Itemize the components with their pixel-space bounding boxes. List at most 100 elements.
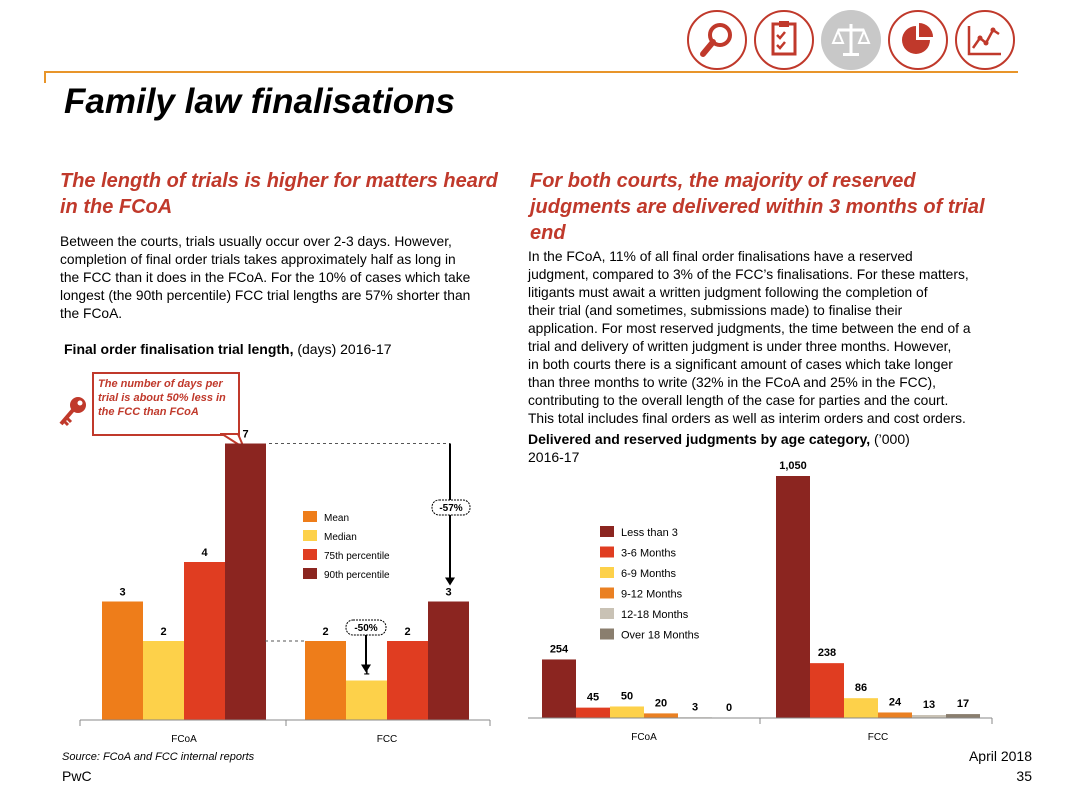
bar-90th-percentile xyxy=(428,601,469,720)
bar-less-than-3 xyxy=(542,659,576,718)
bar-9-12-months xyxy=(878,712,912,718)
bar-value-label: 2 xyxy=(160,626,166,638)
bar-value-label: 4 xyxy=(201,547,208,559)
org-name: PwC xyxy=(62,768,92,784)
annotation-arrowhead xyxy=(445,577,455,586)
bar-3-6-months xyxy=(576,707,610,718)
annotation-badge xyxy=(345,619,387,636)
left-chart-title: Final order finalisation trial length, (… xyxy=(64,340,484,358)
bar-median xyxy=(346,680,387,720)
right-paragraph-line: contributing to the overall length of th… xyxy=(528,393,949,408)
legend-swatch xyxy=(303,568,317,579)
line-chart-icon[interactable] xyxy=(955,10,1015,70)
right-heading: For both courts, the majority of reserve… xyxy=(530,170,985,244)
bar-12-18-months xyxy=(912,715,946,718)
legend-swatch xyxy=(600,587,614,599)
left-heading: The length of trials is higher for matte… xyxy=(60,170,498,218)
bar-value-label: 13 xyxy=(923,699,935,711)
legend-label: 90th percentile xyxy=(324,570,390,581)
bar-over-18-months xyxy=(946,714,980,718)
category-label: FCC xyxy=(377,734,398,745)
page-number: 35 xyxy=(1016,768,1032,784)
date-label: April 2018 xyxy=(968,748,1032,764)
bar-90th-percentile xyxy=(225,443,266,720)
bar-less-than-3 xyxy=(776,476,810,718)
annotation-badge xyxy=(431,499,471,516)
right-chart-title-rest: (’000) xyxy=(870,431,910,447)
annotation-label: -50% xyxy=(354,623,377,634)
left-paragraph-line: the FCoA. xyxy=(60,306,123,321)
legend-swatch xyxy=(600,546,614,558)
legend-swatch xyxy=(600,608,614,619)
right-chart-title: Delivered and reserved judgments by age … xyxy=(528,430,1028,466)
legend-label: Over 18 Months xyxy=(621,630,700,642)
right-paragraph: In the FCoA, 11% of all final order fina… xyxy=(528,248,1028,428)
bar-75th-percentile xyxy=(184,562,225,720)
bar-value-label: 3 xyxy=(445,587,451,599)
right-paragraph-line: This total includes final orders as well… xyxy=(528,411,966,426)
annotation-arrowhead xyxy=(361,664,371,673)
bar-6-9-months xyxy=(610,706,644,718)
magnifier-icon[interactable] xyxy=(687,10,747,70)
bar-6-9-months xyxy=(844,698,878,718)
right-paragraph-line: In the FCoA, 11% of all final order fina… xyxy=(528,249,913,264)
bar-value-label: 45 xyxy=(587,692,599,704)
scales-icon[interactable] xyxy=(821,10,881,70)
bar-mean xyxy=(102,601,143,720)
bar-3-6-months xyxy=(810,663,844,718)
pie-chart-icon[interactable] xyxy=(888,10,948,70)
legend-swatch xyxy=(600,567,614,578)
category-label: FCC xyxy=(868,732,889,743)
header-icon-bar xyxy=(687,10,1022,72)
bar-75th-percentile xyxy=(387,641,428,720)
clipboard-icon[interactable] xyxy=(754,10,814,70)
page-title: Family law finalisations xyxy=(64,82,455,121)
legend-label: 3-6 Months xyxy=(621,548,677,560)
bar-value-label: 2 xyxy=(322,626,328,638)
legend-label: 75th percentile xyxy=(324,551,390,562)
right-paragraph-line: litigants must await a written judgment … xyxy=(528,285,928,300)
key-icon xyxy=(59,397,86,427)
legend-label: Median xyxy=(324,532,357,543)
bar-value-label: 3 xyxy=(692,701,698,713)
left-paragraph: Between the courts, trials usually occur… xyxy=(60,233,510,323)
source-note: Source: FCoA and FCC internal reports xyxy=(62,751,255,763)
left-chart-title-rest: (days) 2016-17 xyxy=(293,341,392,357)
legend-label: Less than 3 xyxy=(621,527,678,539)
bar-value-label: 238 xyxy=(818,647,836,659)
legend-label: 12-18 Months xyxy=(621,609,689,621)
legend-swatch xyxy=(600,526,614,537)
bar-median xyxy=(143,641,184,720)
bar-value-label: 24 xyxy=(889,696,902,708)
category-label: FCoA xyxy=(631,732,657,743)
right-chart-title-line2: 2016-17 xyxy=(528,449,580,465)
left-paragraph-line: the FCC than it does in the FCoA. For th… xyxy=(60,270,471,285)
bar-value-label: 0 xyxy=(726,702,732,714)
right-paragraph-line: than three months to write (32% in the F… xyxy=(528,375,936,390)
bar-mean xyxy=(305,641,346,720)
bar-value-label: 1,050 xyxy=(779,460,807,472)
bar-value-label: 254 xyxy=(550,643,569,655)
legend-swatch xyxy=(600,628,614,640)
left-chart-title-bold: Final order finalisation trial length, xyxy=(64,341,294,357)
legend-swatch xyxy=(303,511,317,522)
bar-value-label: 50 xyxy=(621,690,633,702)
bar-value-label: 7 xyxy=(242,429,248,441)
bar-value-label: 17 xyxy=(957,698,969,710)
bar-value-label: 20 xyxy=(655,697,667,709)
bar-9-12-months xyxy=(644,713,678,718)
judgments-age-chart: 254 45 50 20 3 0 FCoA 1,050 238 86 24 13 17 FCC Less t… xyxy=(528,460,993,743)
legend-swatch xyxy=(303,549,317,560)
right-paragraph-line: judgment, compared to 3% of the FCC’s fi… xyxy=(528,267,969,282)
header-rule-tick xyxy=(44,71,46,83)
callout-box: The number of days per trial is about 50… xyxy=(92,372,240,436)
right-chart-title-bold: Delivered and reserved judgments by age … xyxy=(528,431,871,447)
legend-swatch xyxy=(303,530,317,541)
left-paragraph-line: completion of final order trials takes a… xyxy=(60,252,456,267)
legend-label: 6-9 Months xyxy=(621,568,677,580)
category-label: FCoA xyxy=(171,734,197,745)
bar-value-label: 2 xyxy=(404,626,410,638)
right-paragraph-line: trial and delivery of written judgment i… xyxy=(528,339,952,354)
annotation-label: -57% xyxy=(439,503,462,514)
